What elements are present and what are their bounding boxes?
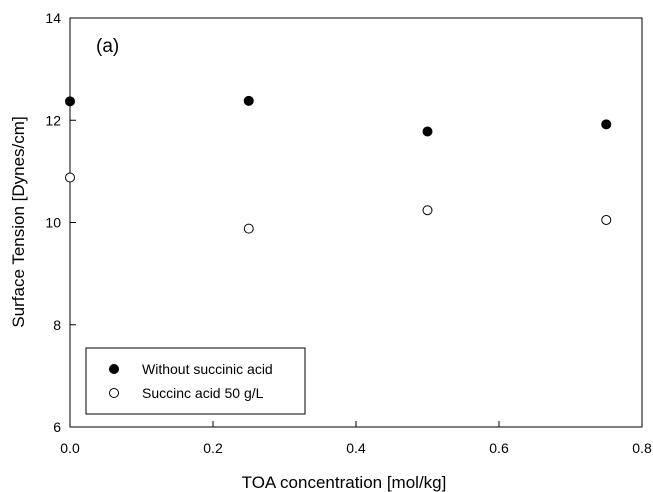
legend-box bbox=[85, 347, 306, 415]
y-tick-label: 12 bbox=[45, 112, 61, 128]
x-tick-label: 0.6 bbox=[489, 440, 509, 456]
y-tick-label: 8 bbox=[53, 317, 61, 333]
data-point-series-2 bbox=[601, 214, 612, 225]
data-point-series-1 bbox=[601, 119, 612, 130]
legend-marker-succinic-acid-50 bbox=[109, 388, 119, 398]
x-axis-title: TOA concentration [mol/kg] bbox=[242, 473, 447, 492]
data-point-series-1 bbox=[243, 95, 254, 106]
x-tick-label: 0.8 bbox=[632, 440, 652, 456]
data-point-series-1 bbox=[65, 96, 75, 107]
data-point-series-2 bbox=[422, 205, 433, 216]
data-point-series-2 bbox=[243, 223, 254, 234]
legend-label-without-succinic-acid: Without succinic acid bbox=[142, 361, 273, 377]
y-tick-label: 14 bbox=[45, 10, 61, 26]
y-axis-title: Surface Tension [Dynes/cm] bbox=[9, 116, 28, 327]
data-point-series-2 bbox=[65, 172, 75, 183]
panel-label: (a) bbox=[96, 36, 119, 57]
x-tick-label: 0.0 bbox=[60, 440, 80, 456]
data-point-series-1 bbox=[422, 126, 433, 137]
y-tick-label: 6 bbox=[53, 419, 61, 435]
data-points bbox=[65, 95, 612, 234]
y-tick-label: 10 bbox=[45, 215, 61, 231]
x-tick-label: 0.4 bbox=[346, 440, 366, 456]
legend-label-succinic-acid-50: Succinc acid 50 g/L bbox=[142, 385, 264, 401]
y-axis: 6 8 10 12 14 bbox=[45, 10, 76, 435]
x-axis: 0.0 0.2 0.4 0.6 0.8 bbox=[60, 421, 652, 456]
legend-marker-without-succinic-acid bbox=[109, 364, 119, 374]
x-tick-label: 0.2 bbox=[203, 440, 223, 456]
legend: Without succinic acid Succinc acid 50 g/… bbox=[85, 347, 306, 415]
